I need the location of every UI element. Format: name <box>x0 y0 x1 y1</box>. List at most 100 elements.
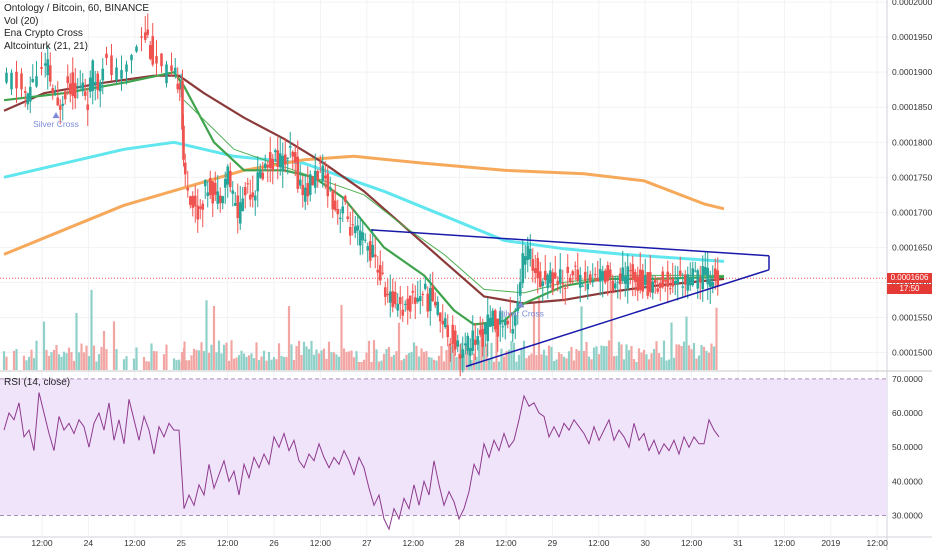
price-tick-label: 0.0001950 <box>892 32 932 42</box>
volume-bar <box>670 322 673 370</box>
price-tick-label: 0.0001650 <box>892 242 932 252</box>
symbol-title[interactable]: Ontology / Bitcoin, 60, BINANCE <box>4 3 150 14</box>
volume-bar <box>507 349 511 370</box>
candle-down <box>276 150 280 167</box>
volume-bar <box>405 354 408 370</box>
volume-bar <box>205 300 208 370</box>
volume-bar <box>232 358 236 370</box>
volume-bar <box>242 353 246 370</box>
candle-down <box>336 209 340 215</box>
volume-bar <box>512 342 516 370</box>
volume-bar <box>607 340 611 370</box>
volume-bar <box>672 357 676 370</box>
volume-bar <box>92 345 96 370</box>
volume-bar <box>440 346 443 370</box>
volume-bar <box>192 348 196 370</box>
candle-down <box>176 83 180 90</box>
volume-bar <box>605 346 608 370</box>
candle-down <box>66 76 70 84</box>
volume-bar <box>587 356 591 370</box>
candle-up <box>513 314 517 326</box>
thin_green-moving-average-line <box>183 99 724 294</box>
candle-up <box>26 93 30 105</box>
volume-bar <box>335 354 338 370</box>
volume-bar <box>712 346 716 370</box>
candle-up <box>78 86 82 88</box>
volume-bar <box>615 355 618 370</box>
volume-bar <box>135 347 138 370</box>
price-axis[interactable]: 0.0002000 0.0001950 0.0001900 0.0001850 0.00… <box>892 0 932 357</box>
time-tick-label: 12:00 <box>495 538 517 548</box>
volume-bar <box>307 349 311 370</box>
cross-label: Silver Cross <box>33 119 79 129</box>
volume-bar <box>465 344 468 370</box>
triangle-lower-trendline[interactable] <box>465 269 770 368</box>
candle-down <box>188 196 192 205</box>
candle-down <box>373 254 377 257</box>
candle-up <box>443 318 447 328</box>
candle-up <box>693 270 697 272</box>
time-axis[interactable]: 12:00 24 12:00 25 12:00 26 12:00 27 12:00 28 12:00… <box>31 538 888 548</box>
volume-bar <box>657 353 661 370</box>
symmetrical-triangle-drawing[interactable] <box>370 229 770 368</box>
volume-bar <box>332 352 336 370</box>
rsi-legend[interactable]: RSI (14, close) <box>4 377 71 388</box>
volume-indicator-label[interactable]: Vol (20) <box>4 15 39 27</box>
candle-down <box>383 287 387 297</box>
volume-bar <box>545 355 548 370</box>
volume-bar <box>272 357 276 370</box>
candle-down <box>421 293 425 295</box>
candle-up <box>28 86 32 102</box>
candle-down <box>608 269 612 277</box>
altcointurk-label[interactable]: Altcointurk (21, 21) <box>4 40 88 52</box>
volume-bar <box>502 356 506 370</box>
volume-bar <box>415 345 418 370</box>
candle-down <box>671 278 675 287</box>
volume-bar <box>402 358 406 370</box>
candle-down <box>301 184 305 196</box>
candle-down <box>401 309 405 316</box>
volume-bar <box>327 341 331 370</box>
volume-bar <box>637 348 641 370</box>
price-tick-label: 0.0001800 <box>892 137 932 147</box>
candle-up <box>120 69 123 79</box>
volume-bar <box>527 355 531 370</box>
volume-bar <box>562 356 566 370</box>
candle-down <box>576 269 580 281</box>
candle-down <box>182 125 185 160</box>
volume-bar <box>210 344 213 370</box>
volume-bar <box>265 360 268 370</box>
volume-bar <box>22 355 26 370</box>
volume-bar <box>570 346 573 370</box>
time-tick-label: 24 <box>84 538 94 548</box>
volume-bar <box>85 345 88 370</box>
triangle-upper-trendline[interactable] <box>370 229 770 257</box>
candle-up <box>278 153 282 168</box>
candle-up <box>548 270 552 284</box>
candle-down <box>63 91 67 100</box>
candle-down <box>368 241 372 261</box>
volume-bar <box>630 345 633 370</box>
candle-down <box>183 162 187 175</box>
volume-bar <box>377 361 381 370</box>
candle-down <box>568 277 572 283</box>
candle-up <box>81 82 85 92</box>
volume-bar <box>532 301 536 370</box>
volume-bar <box>427 357 431 370</box>
volume-bar <box>235 357 238 370</box>
price-tick-label: 0.0001550 <box>892 312 932 322</box>
rsi-axis[interactable]: 70.0000 60.0000 50.0000 40.0000 30.0000 <box>892 374 923 521</box>
candle-up <box>708 279 712 287</box>
volume-bar <box>437 355 441 370</box>
candle-up <box>511 329 515 334</box>
volume-bar <box>162 354 166 370</box>
candle-down <box>271 158 275 171</box>
candle-up <box>488 317 492 327</box>
candle-up <box>88 77 92 92</box>
volume-bar <box>547 345 551 370</box>
ena-crypto-cross-label[interactable]: Ena Crypto Cross <box>4 28 83 39</box>
volume-bar <box>667 359 671 370</box>
candle-down <box>618 273 622 285</box>
candle-down <box>408 295 412 312</box>
